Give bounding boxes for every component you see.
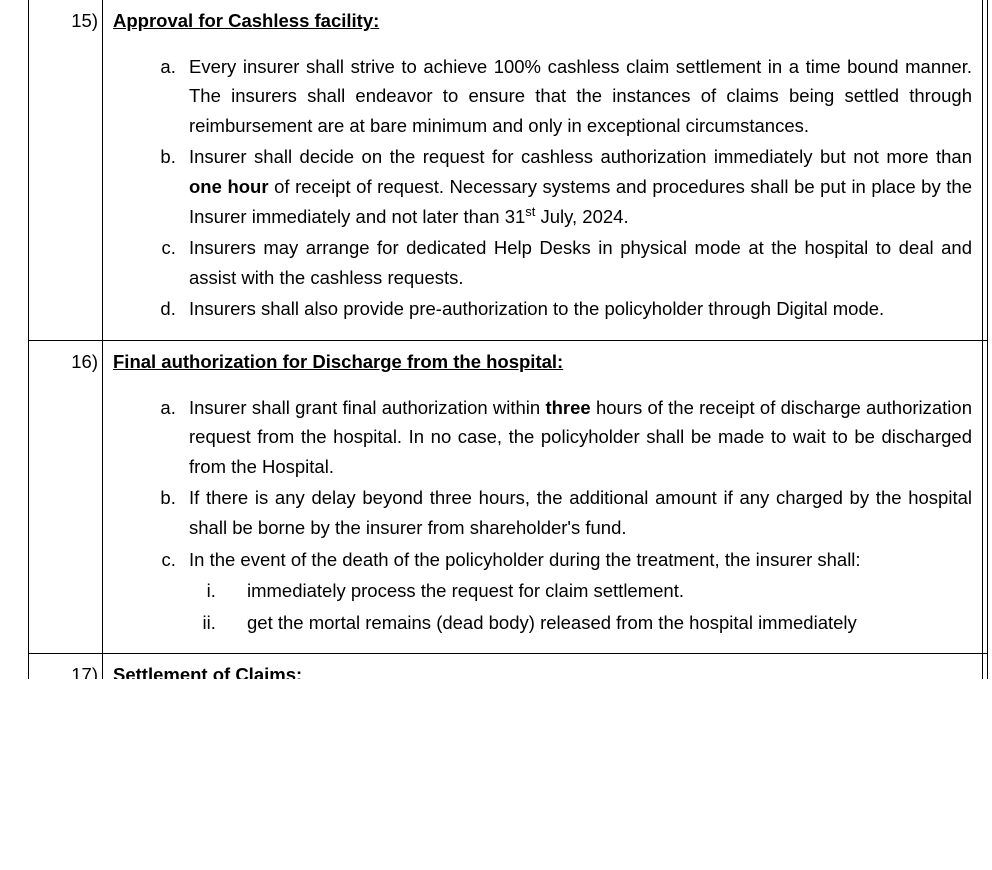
list-item: In the event of the death of the policyh… (181, 545, 972, 638)
section-heading: Approval for Cashless facility: (113, 6, 972, 36)
list-item: Insurers may arrange for dedicated Help … (181, 233, 972, 292)
section-content: Settlement of Claims: (103, 654, 983, 679)
list-item: Insurers shall also provide pre-authoriz… (181, 294, 972, 324)
section-list: Every insurer shall strive to achieve 10… (113, 52, 972, 324)
item-text-prefix: Insurer shall grant final authorization … (189, 397, 545, 418)
list-item: If there is any delay beyond three hours… (181, 483, 972, 542)
list-item: Insurer shall decide on the request for … (181, 142, 972, 231)
sub-list: immediately process the request for clai… (189, 576, 972, 637)
item-text: Insurers shall also provide pre-authoriz… (189, 298, 884, 319)
section-row-17: 17) Settlement of Claims: (29, 653, 987, 679)
section-row-15: 15) Approval for Cashless facility: Ever… (29, 0, 987, 340)
section-row-16: 16) Final authorization for Discharge fr… (29, 340, 987, 653)
item-text-suffix-html: of receipt of request. Necessary systems… (189, 176, 972, 227)
sub-list-item: get the mortal remains (dead body) relea… (221, 608, 972, 638)
spacer (983, 654, 987, 679)
section-number: 15) (29, 0, 103, 340)
item-text: Insurers may arrange for dedicated Help … (189, 237, 972, 288)
section-list: Insurer shall grant final authorization … (113, 393, 972, 638)
section-number: 17) (29, 654, 103, 679)
item-text: In the event of the death of the policyh… (189, 549, 861, 570)
item-text: Every insurer shall strive to achieve 10… (189, 56, 972, 136)
section-content: Approval for Cashless facility: Every in… (103, 0, 983, 340)
list-item: Insurer shall grant final authorization … (181, 393, 972, 482)
sub-list-item: immediately process the request for clai… (221, 576, 972, 606)
section-number: 16) (29, 341, 103, 653)
item-text-prefix: Insurer shall decide on the request for … (189, 146, 972, 167)
section-heading: Final authorization for Discharge from t… (113, 347, 972, 377)
section-content: Final authorization for Discharge from t… (103, 341, 983, 653)
spacer (983, 0, 987, 340)
item-text-bold: one hour (189, 176, 269, 197)
list-item: Every insurer shall strive to achieve 10… (181, 52, 972, 141)
spacer (983, 341, 987, 653)
document-table: 15) Approval for Cashless facility: Ever… (28, 0, 988, 679)
item-text-bold: three (545, 397, 590, 418)
item-text: If there is any delay beyond three hours… (189, 487, 972, 538)
section-heading: Settlement of Claims: (113, 660, 972, 679)
